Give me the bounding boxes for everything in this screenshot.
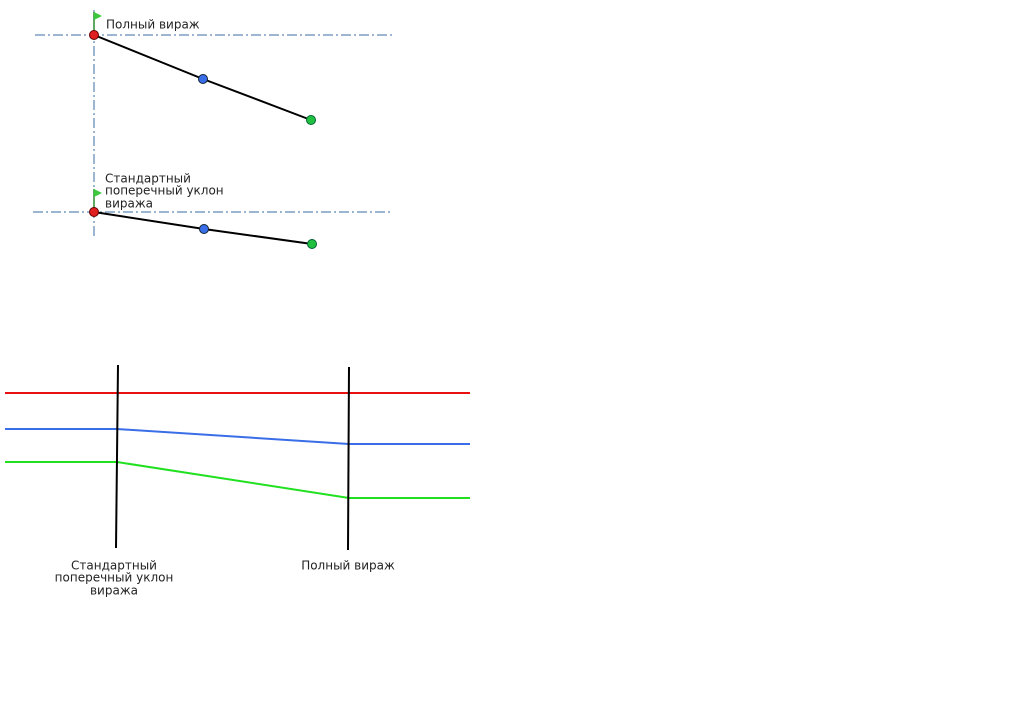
shoulder-profile (5, 461, 470, 499)
section-label: виража (105, 197, 153, 211)
edge-point (198, 74, 208, 84)
station-line (347, 366, 350, 551)
section-label: Полный вираж (106, 18, 200, 32)
pivot-point (89, 207, 99, 217)
edge-point (199, 224, 209, 234)
station-label: виража (90, 584, 138, 598)
flag (94, 12, 102, 20)
section-label: поперечный уклон (105, 184, 224, 198)
station-label: Полный вираж (301, 559, 395, 573)
station-label: Стандартный (71, 559, 157, 573)
pivot-point (89, 30, 99, 40)
flag (94, 189, 102, 197)
station-label: поперечный уклон (55, 571, 174, 585)
shoulder-point (306, 115, 316, 125)
section-label: Стандартный (105, 172, 191, 186)
station-line (115, 364, 119, 549)
edge-profile (5, 428, 470, 445)
shoulder-point (307, 239, 317, 249)
